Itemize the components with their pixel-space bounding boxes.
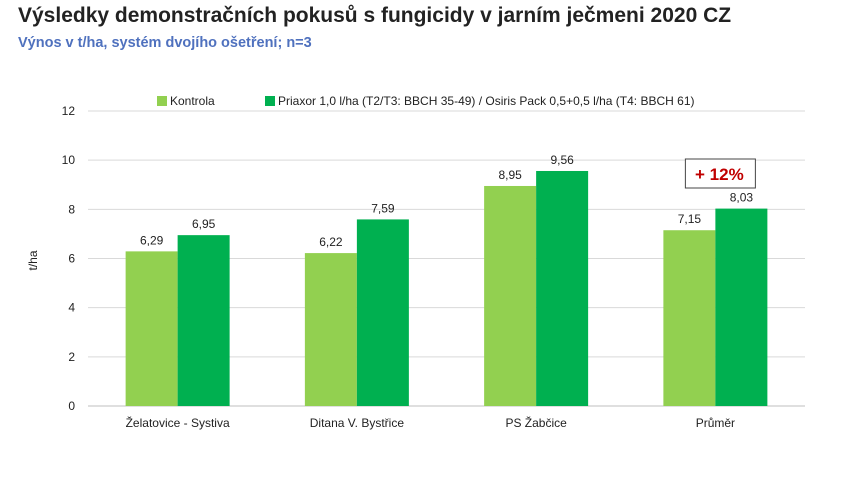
bar [356,219,409,406]
data-labels: 6,29 6,95 6,22 7,59 8,95 9,56 7,15 8,03 [140,153,753,249]
bar [177,235,230,406]
y-tick-label: 2 [68,350,75,364]
data-label: 7,59 [371,201,395,215]
increase-annotation: + 12% [684,158,756,189]
y-tick-label: 8 [68,202,75,216]
annotation-box [684,158,756,189]
data-label: 6,22 [319,235,343,249]
bar [715,208,768,406]
legend-swatch-kontrola [157,96,167,106]
y-axis-ticks: 0 2 4 6 8 10 12 [62,104,76,413]
data-label: 8,95 [498,168,522,182]
y-axis-label: t/ha [26,250,40,270]
data-label: 7,15 [678,212,702,226]
x-category-label: Ditana V. Bystřice [310,416,405,430]
y-tick-label: 10 [62,153,76,167]
x-category-label: Průměr [696,416,735,430]
x-category-label: Želatovice - Systiva [126,415,230,430]
bar [663,230,716,406]
bar [484,185,537,406]
y-tick-label: 0 [68,399,75,413]
legend-label-priaxor: Priaxor 1,0 l/ha (T2/T3: BBCH 35-49) / O… [278,94,695,108]
y-tick-label: 6 [68,252,75,266]
bar [304,253,357,406]
bar [536,170,589,406]
annotation-text: + 12% [695,165,744,184]
data-label: 9,56 [550,153,574,167]
data-label: 6,29 [140,233,164,247]
chart-title: Výsledky demonstračních pokusů s fungici… [18,4,732,27]
bar [125,251,178,406]
x-axis-categories: Želatovice - Systiva Ditana V. Bystřice PS… [126,415,735,430]
legend-swatch-priaxor [265,96,275,106]
chart-subtitle: Výnos v t/ha, systém dvojího ošetření; n… [18,35,312,51]
y-tick-label: 4 [68,301,75,315]
data-label: 6,95 [192,217,216,231]
y-tick-label: 12 [62,104,76,118]
bars [125,170,768,406]
legend: Kontrola Priaxor 1,0 l/ha (T2/T3: BBCH 3… [157,94,695,108]
data-label: 8,03 [730,191,754,205]
x-category-label: PS Žabčice [505,415,567,430]
legend-label-kontrola: Kontrola [170,94,215,108]
